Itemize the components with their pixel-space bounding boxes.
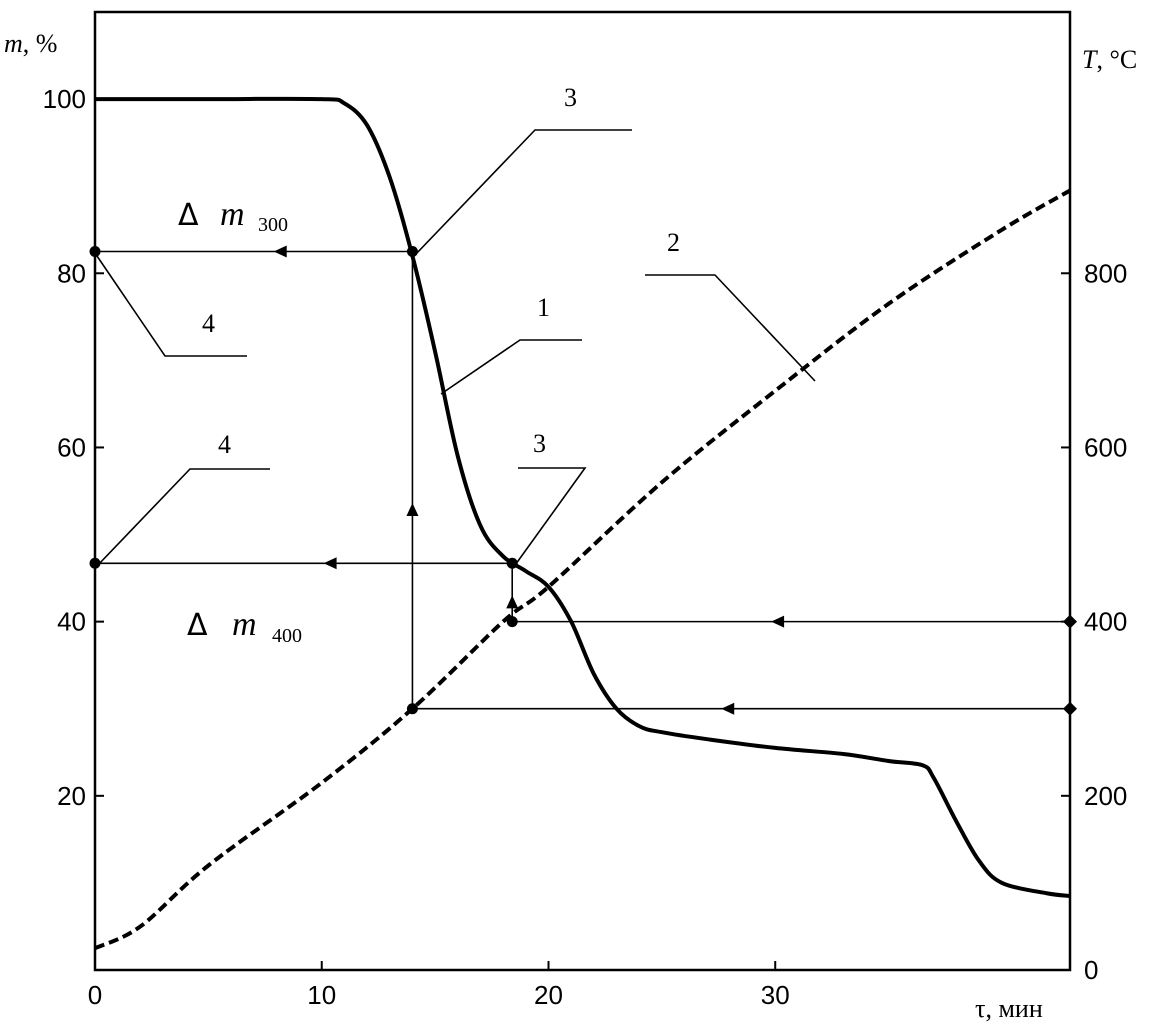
right-tick-label: 800: [1084, 258, 1127, 288]
delta-m300-label: Δ m 300: [178, 196, 288, 236]
point-on-right-axis: [1063, 701, 1077, 716]
arrow-left-mass: [273, 245, 287, 258]
arrow-up: [406, 502, 419, 516]
left-tick-label: 80: [57, 258, 86, 288]
guide-lines: [95, 245, 1070, 715]
arrow-left-temperature: [771, 615, 785, 628]
leader-3-lower: [512, 467, 587, 569]
point-on-left-axis: [89, 246, 101, 257]
arrow-left-temperature: [721, 702, 735, 715]
guide-points: [89, 246, 1077, 716]
left-tick-label: 60: [57, 432, 86, 462]
callout-4-lower: 4: [218, 430, 231, 459]
arrow-left-mass: [323, 557, 337, 570]
x-axis-label: τ, мин: [975, 994, 1043, 1023]
right-tick-label: 200: [1084, 781, 1127, 811]
point-on-mass: [406, 246, 418, 257]
leader-1: [440, 339, 582, 395]
x-axis-ticks: 0 10 20 30: [88, 961, 790, 1010]
svg-text:400: 400: [272, 625, 302, 647]
right-tick-label: 600: [1084, 432, 1127, 462]
x-tick-label: 30: [761, 980, 790, 1010]
callout-2: 2: [667, 228, 680, 257]
left-axis-label: m, %: [4, 29, 57, 58]
right-tick-label: 400: [1084, 607, 1127, 637]
svg-text:Δ: Δ: [187, 608, 208, 643]
svg-text:300: 300: [258, 214, 288, 236]
series-2-temperature-line: [94, 188, 1072, 951]
point-on-temperature: [406, 703, 418, 715]
callout-3-lower: 3: [533, 429, 546, 458]
left-tick-label: 20: [57, 781, 86, 811]
x-tick-label: 20: [534, 980, 563, 1010]
point-on-temperature: [506, 616, 518, 628]
plot-frame: [93, 10, 1072, 972]
x-tick-label: 0: [88, 980, 102, 1010]
leader-2: [645, 274, 816, 382]
svg-text:m: m: [220, 196, 245, 233]
leader-4-upper: [96, 255, 247, 357]
x-tick-label: 10: [307, 980, 336, 1010]
series-1-mass-line: [95, 96, 1071, 898]
callout-3-upper: 3: [564, 83, 577, 112]
leader-4-lower: [96, 468, 270, 567]
leader-3-upper: [414, 129, 632, 256]
svg-text:Δ: Δ: [178, 198, 199, 233]
right-axis-label: T, °C: [1082, 45, 1137, 74]
left-tick-label: 100: [43, 84, 86, 114]
svg-text:m: m: [232, 606, 257, 643]
callout-1: 1: [537, 293, 550, 322]
callout-4-upper: 4: [202, 309, 215, 338]
left-axis-ticks: 20 40 60 80 100: [43, 84, 104, 811]
left-tick-label: 40: [57, 607, 86, 637]
right-tick-label: 0: [1084, 955, 1098, 985]
point-on-right-axis: [1063, 614, 1077, 629]
arrow-up: [506, 595, 519, 609]
callout-leaders: [96, 129, 816, 569]
right-axis-ticks: 0 200 400 600 800: [1061, 258, 1127, 985]
delta-m400-label: Δ m 400: [187, 606, 302, 647]
